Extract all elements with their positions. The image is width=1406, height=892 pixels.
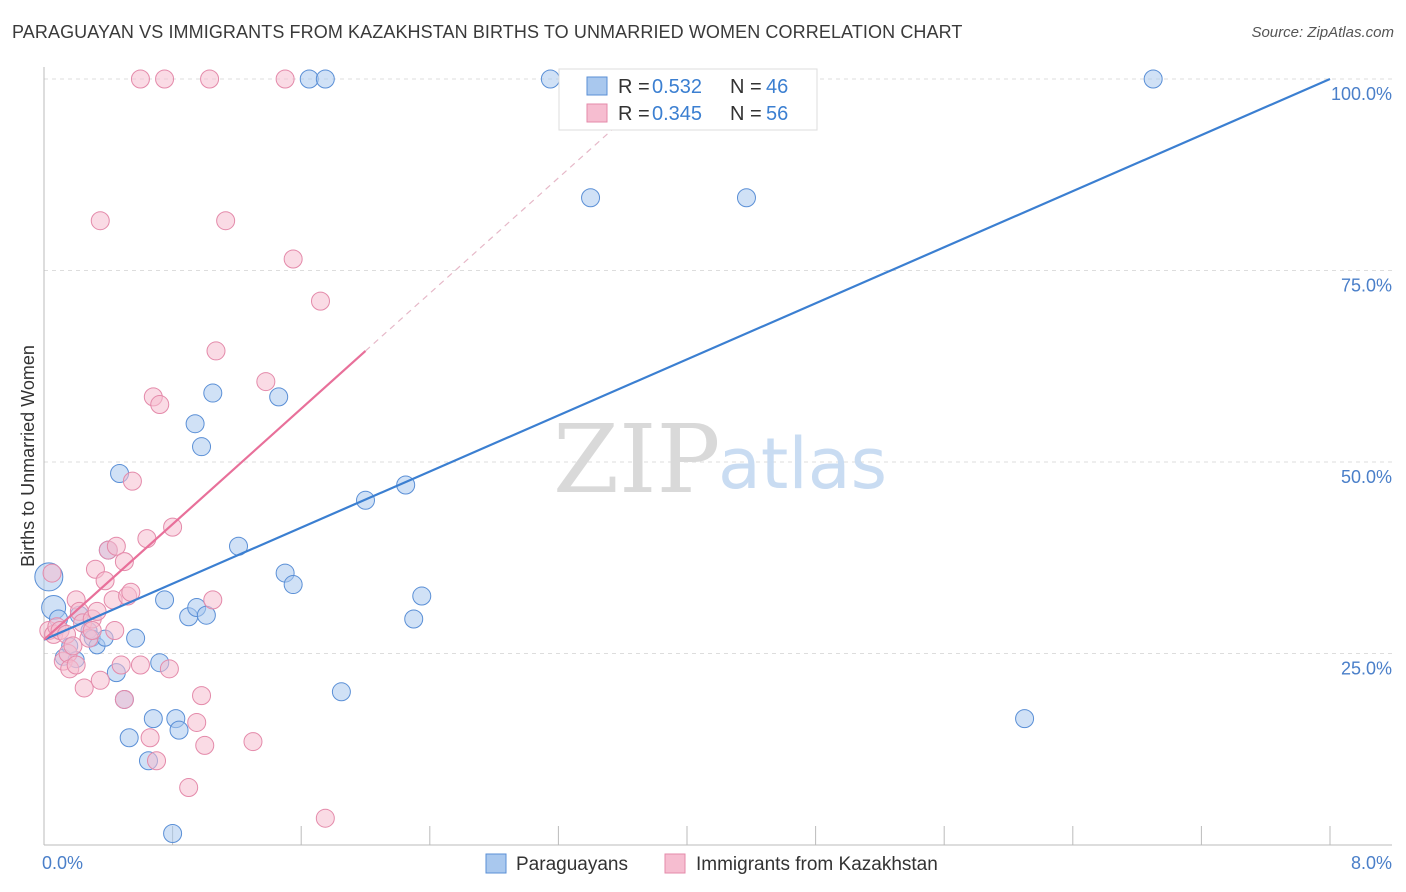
kazakhstan-point-20 bbox=[90, 670, 110, 690]
kazakhstan-point-36 bbox=[140, 728, 160, 748]
paraguayans-point-45 bbox=[1143, 69, 1163, 89]
kazakhstan-point-32 bbox=[122, 471, 142, 491]
legend-n-label-1: N = bbox=[730, 103, 762, 125]
y-tick-label-3: 100.0% bbox=[1331, 84, 1392, 104]
kazakhstan-point-18 bbox=[82, 621, 102, 641]
legend-r-value-1: 0.345 bbox=[652, 103, 702, 125]
kazakhstan-point-28 bbox=[114, 689, 134, 709]
kazakhstan-point-52 bbox=[256, 372, 276, 392]
legend-n-value-1: 56 bbox=[766, 103, 788, 125]
kazakhstan-point-27 bbox=[111, 655, 131, 675]
kazakhstan-point-35 bbox=[137, 529, 157, 549]
kazakhstan-point-47 bbox=[200, 69, 220, 89]
paraguayans-point-35 bbox=[315, 69, 335, 89]
kazakhstan-point-41 bbox=[159, 659, 179, 679]
kazakhstan-trend-extension bbox=[365, 105, 640, 352]
kazakhstan-point-42 bbox=[163, 517, 183, 537]
kazakhstan-point-39 bbox=[150, 395, 170, 415]
y-axis-label: Births to Unmarried Women bbox=[18, 345, 38, 567]
kazakhstan-point-14 bbox=[74, 678, 94, 698]
kazakhstan-point-44 bbox=[187, 712, 207, 732]
x-tick-label-0: 0.0% bbox=[42, 853, 83, 873]
paraguayans-point-15 bbox=[119, 728, 139, 748]
kazakhstan-point-29 bbox=[114, 552, 134, 572]
y-tick-label-0: 25.0% bbox=[1341, 659, 1392, 679]
watermark: ZIP atlas bbox=[553, 405, 887, 515]
y-tick-label-2: 75.0% bbox=[1341, 276, 1392, 296]
kazakhstan-trend-line bbox=[43, 350, 367, 641]
legend-r-label-0: R = bbox=[618, 76, 650, 98]
legend-n-value-0: 46 bbox=[766, 76, 788, 98]
source-label: Source: ZipAtlas.com bbox=[1251, 24, 1394, 41]
kazakhstan-point-9 bbox=[63, 636, 83, 656]
kazakhstan-point-45 bbox=[192, 686, 212, 706]
legend-r-label-1: R = bbox=[618, 103, 650, 125]
paraguayans-point-26 bbox=[185, 414, 205, 434]
kazakhstan-point-17 bbox=[87, 601, 107, 621]
kazakhstan-point-10 bbox=[66, 655, 86, 675]
chart-title: PARAGUAYAN VS IMMIGRANTS FROM KAZAKHSTAN… bbox=[12, 22, 963, 42]
legend-bottom-label-kazakhstan: Immigrants from Kazakhstan bbox=[696, 854, 938, 875]
kazakhstan-point-46 bbox=[195, 735, 215, 755]
kazakhstan-point-33 bbox=[130, 69, 150, 89]
paraguayans-point-44 bbox=[1015, 709, 1035, 729]
kazakhstan-point-34 bbox=[130, 655, 150, 675]
kazakhstan-point-26 bbox=[105, 621, 125, 641]
trend-lines bbox=[43, 77, 1331, 641]
y-tick-label-1: 50.0% bbox=[1341, 467, 1392, 487]
paraguayans-point-34 bbox=[299, 69, 319, 89]
legend-swatch-kazakhstan bbox=[586, 103, 608, 123]
kazakhstan-point-22 bbox=[95, 571, 115, 591]
kazakhstan-point-48 bbox=[203, 590, 223, 610]
legend-bottom-label-paraguayans: Paraguayans bbox=[516, 854, 628, 875]
paraguayans-point-23 bbox=[169, 720, 189, 740]
kazakhstan-point-51 bbox=[243, 732, 263, 752]
x-tick-label-1: 8.0% bbox=[1351, 853, 1392, 873]
kazakhstan-point-54 bbox=[283, 249, 303, 269]
legend-bottom-swatch-kazakhstan bbox=[664, 853, 686, 874]
paraguayans-point-16 bbox=[126, 628, 146, 648]
paraguayans-point-43 bbox=[736, 188, 756, 208]
paraguayans-point-39 bbox=[404, 609, 424, 629]
watermark-atlas: atlas bbox=[718, 423, 887, 505]
paraguayans-point-36 bbox=[331, 682, 351, 702]
paraguayans-point-41 bbox=[540, 69, 560, 89]
legend-r-value-0: 0.532 bbox=[652, 76, 702, 98]
paraguayans-point-42 bbox=[581, 188, 601, 208]
tick-labels: 25.0% 50.0% 75.0% 100.0% 0.0% 8.0% bbox=[42, 84, 1392, 873]
paraguayans-point-20 bbox=[155, 590, 175, 610]
paraguayans-point-21 bbox=[163, 824, 183, 844]
kazakhstan-point-56 bbox=[315, 808, 335, 828]
kazakhstan-point-53 bbox=[275, 69, 295, 89]
paraguayans-point-27 bbox=[192, 437, 212, 457]
legend-bottom: Paraguayans Immigrants from Kazakhstan bbox=[485, 853, 938, 875]
legend-n-label-0: N = bbox=[730, 76, 762, 98]
legend-top: R = 0.532 N = 46 R = 0.345 N = 56 bbox=[558, 68, 818, 131]
legend-swatch-paraguayans bbox=[586, 76, 608, 96]
paraguayans-point-40 bbox=[412, 586, 432, 606]
kazakhstan-point-55 bbox=[310, 291, 330, 311]
kazakhstan-point-49 bbox=[206, 341, 226, 361]
watermark-zip: ZIP bbox=[553, 405, 720, 515]
kazakhstan-point-40 bbox=[155, 69, 175, 89]
kazakhstan-point-1 bbox=[42, 563, 62, 583]
kazakhstan-point-38 bbox=[147, 751, 167, 771]
paraguayans-point-18 bbox=[143, 709, 163, 729]
grid-lines bbox=[44, 78, 1392, 654]
kazakhstan-point-43 bbox=[179, 778, 199, 798]
kazakhstan-point-21 bbox=[90, 211, 110, 231]
paraguayans-point-33 bbox=[283, 575, 303, 595]
legend-bottom-swatch-paraguayans bbox=[485, 853, 507, 874]
kazakhstan-point-50 bbox=[216, 211, 236, 231]
paraguayans-trend-line bbox=[43, 77, 1331, 641]
kazakhstan-point-25 bbox=[106, 536, 126, 556]
paraguayans-point-29 bbox=[203, 383, 223, 403]
paraguayans-point-31 bbox=[269, 387, 289, 407]
